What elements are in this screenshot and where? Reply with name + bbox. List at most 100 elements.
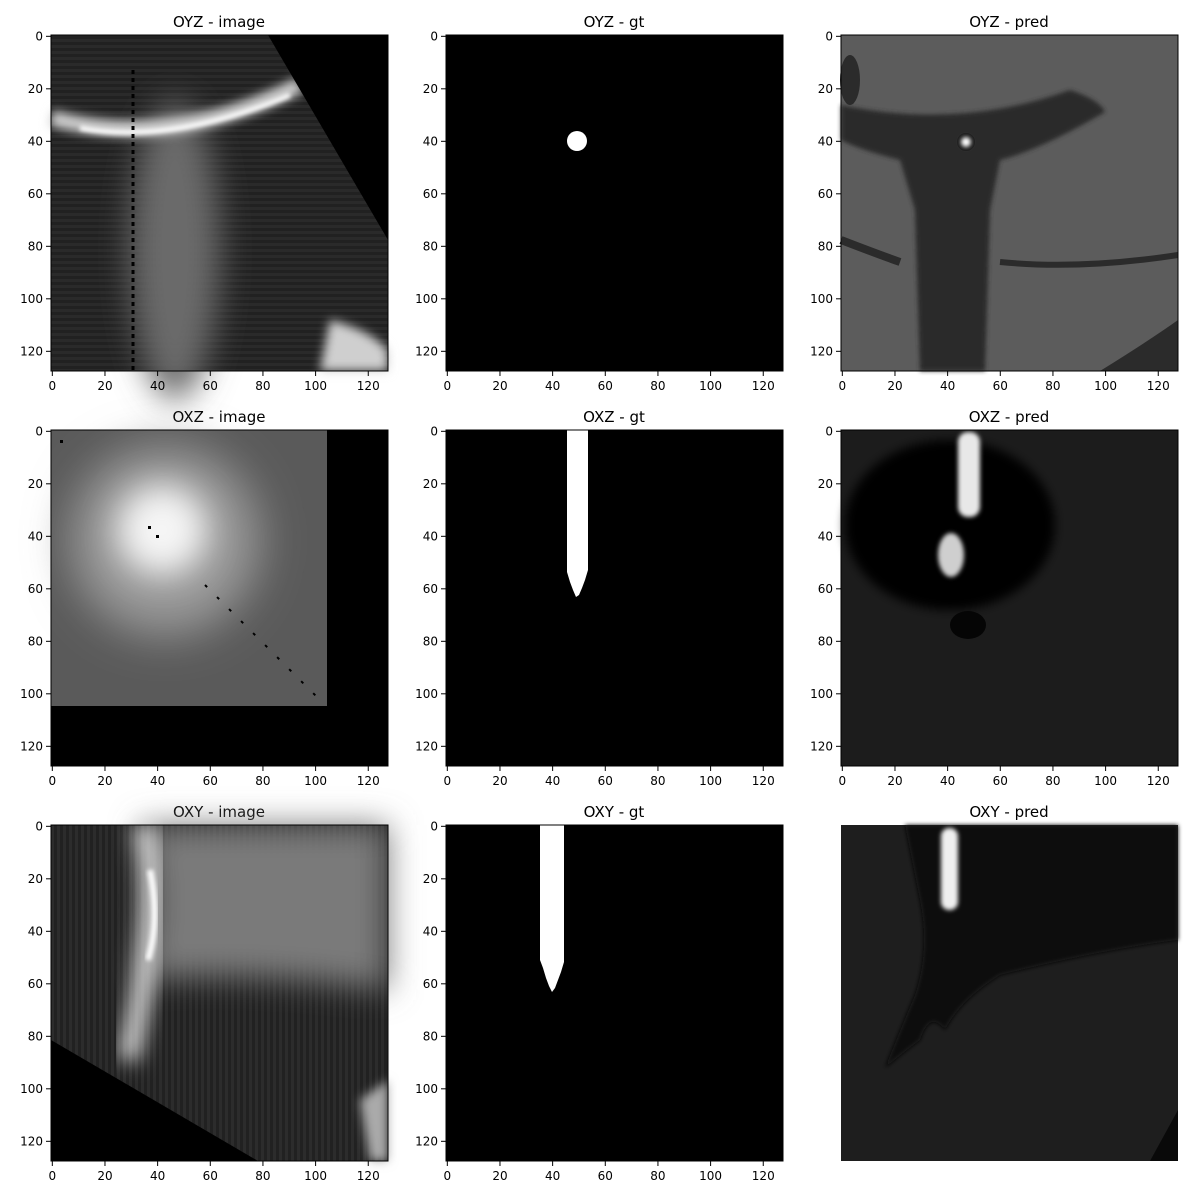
x-tick-label: 40 [940,774,955,788]
y-tick-label: 60 [28,582,43,596]
y-tick-label: 80 [818,239,833,253]
y-tick-label: 120 [415,739,438,753]
y-tick-label: 20 [423,872,438,886]
x-tick-label: 100 [699,1169,722,1183]
image-content [51,430,388,766]
y-tick-label: 120 [810,739,833,753]
y-tick-label: 60 [423,977,438,991]
y-tick-label: 20 [818,82,833,96]
x-tick-label: 0 [838,379,846,393]
x-tick-label: 20 [492,774,507,788]
x-tick-label: 100 [1094,774,1117,788]
panel-title: OYZ - image [173,13,265,31]
y-tick-label: 0 [825,424,833,438]
panel-title: OXY - gt [584,803,645,821]
x-tick-label: 40 [940,379,955,393]
x-tick-label: 120 [752,1169,775,1183]
y-tick-label: 0 [430,29,438,43]
y-tick-label: 20 [28,477,43,491]
x-tick-label: 0 [48,379,56,393]
x-tick-label: 20 [887,774,902,788]
image-content [48,35,388,400]
x-tick-label: 0 [838,774,846,788]
y-tick-label: 40 [423,134,438,148]
x-tick-label: 120 [357,774,380,788]
panel-oxz-pred: OXZ - pred 0 20 40 60 80 100 120 0 20 40 60 80 100 1… [810,408,1179,788]
y-axis: 0 20 40 60 80 100 120 [810,29,841,358]
y-axis: 0 20 40 60 80 100 120 [415,29,446,358]
axes-frame [445,824,784,1162]
x-tick-label: 120 [1147,774,1170,788]
x-axis: 0 20 40 60 80 100 120 [48,371,380,393]
x-tick-label: 0 [443,774,451,788]
x-tick-label: 20 [97,774,112,788]
x-tick-label: 0 [48,1169,56,1183]
x-tick-label: 60 [598,774,613,788]
x-tick-label: 40 [150,774,165,788]
panel-title: OYZ - gt [584,13,645,31]
panel-oxy-pred: OXY - pred [841,803,1178,1161]
y-tick-label: 0 [430,819,438,833]
x-tick-label: 80 [255,1169,270,1183]
image-content [51,822,388,1161]
axes-frame [50,34,389,372]
y-tick-label: 60 [818,187,833,201]
y-tick-label: 40 [28,134,43,148]
x-tick-label: 60 [203,1169,218,1183]
x-tick-label: 80 [650,774,665,788]
panel-title: OXZ - gt [583,408,645,426]
y-tick-label: 80 [818,634,833,648]
x-tick-label: 40 [545,774,560,788]
x-tick-label: 60 [993,379,1008,393]
x-tick-label: 100 [699,774,722,788]
image-content [839,35,1179,371]
y-tick-label: 40 [28,529,43,543]
y-tick-label: 100 [20,292,43,306]
x-tick-label: 60 [598,379,613,393]
axes-frame [445,429,784,767]
y-tick-label: 100 [20,1082,43,1096]
y-axis: 0 20 40 60 80 100 120 [415,819,446,1148]
x-tick-label: 40 [150,379,165,393]
y-tick-label: 80 [28,634,43,648]
panel-title: OXY - pred [969,803,1048,821]
x-tick-label: 20 [492,379,507,393]
x-tick-label: 80 [255,379,270,393]
y-tick-label: 120 [20,1134,43,1148]
y-tick-label: 80 [28,239,43,253]
x-tick-label: 120 [752,774,775,788]
x-tick-label: 100 [304,1169,327,1183]
y-tick-label: 100 [415,292,438,306]
x-tick-label: 20 [492,1169,507,1183]
y-tick-label: 120 [415,344,438,358]
panel-title: OXY - image [173,803,265,821]
x-tick-label: 120 [357,379,380,393]
x-tick-label: 80 [255,774,270,788]
x-tick-label: 60 [203,774,218,788]
y-tick-label: 60 [423,187,438,201]
y-axis: 0 20 40 60 80 100 120 [415,424,446,753]
panel-oxz-image: OXZ - image 0 20 40 60 80 100 120 0 20 40 60 80 100… [20,408,389,788]
x-tick-label: 0 [48,774,56,788]
panel-oyz-pred: OYZ - pred 0 20 40 60 80 100 120 0 20 40 60 80 100 1… [810,13,1179,393]
y-tick-label: 60 [28,977,43,991]
x-tick-label: 0 [443,1169,451,1183]
panel-title: OYZ - pred [969,13,1048,31]
panel-oxy-gt: OXY - gt 0 20 40 60 80 100 120 0 20 40 60 80 100 120 [415,803,784,1183]
y-tick-label: 40 [28,924,43,938]
image-content [446,430,783,766]
x-axis: 0 20 40 60 80 100 120 [838,766,1170,788]
y-tick-label: 100 [810,687,833,701]
x-tick-label: 80 [1045,774,1060,788]
axes-frame [445,34,784,372]
x-tick-label: 60 [993,774,1008,788]
y-tick-label: 60 [423,582,438,596]
x-axis: 0 20 40 60 80 100 120 [48,1161,380,1183]
x-tick-label: 60 [598,1169,613,1183]
image-content [446,825,783,1161]
y-tick-label: 80 [423,1029,438,1043]
y-tick-label: 100 [415,687,438,701]
y-axis: 0 20 40 60 80 100 120 [810,424,841,753]
y-tick-label: 120 [20,344,43,358]
